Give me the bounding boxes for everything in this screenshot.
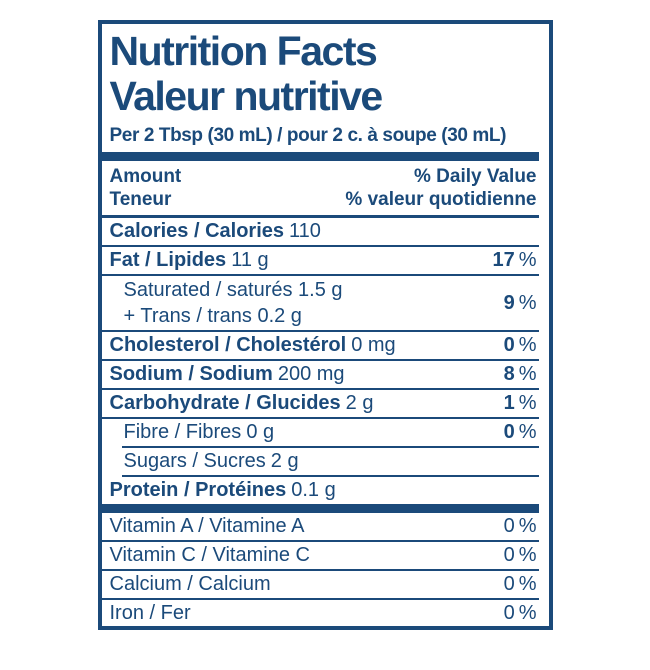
divider-indented [121,475,539,477]
sodium-name: Sodium / Sodium [109,363,273,385]
row-saturated-trans: Saturated / saturés 1.5 g + Trans / tran… [102,276,549,330]
thick-separator-bottom [101,504,539,513]
percent-sign: % [518,392,537,414]
fibre-name: Fibre / Fibres [123,421,242,443]
divider [101,330,539,332]
row-fat: Fat / Lipides 11 g 17% [102,247,549,274]
cholesterol-percent: 0% [503,334,537,356]
saturated-trans-percent: 9% [503,291,537,314]
row-calories: Calories / Calories 110 [102,218,549,245]
vitamin-c-name: Vitamin C / Vitamine C [109,544,310,566]
vitamin-c-percent: 0% [503,544,537,566]
sodium-amount: 200 mg [277,363,345,385]
nutrition-facts-label: Nutrition Facts Valeur nutritive Per 2 T… [97,20,553,630]
iron-name: Iron / Fer [109,602,191,624]
row-carbohydrate: Carbohydrate / Glucides 2 g 1% [102,390,549,417]
percent-sign: % [518,544,537,566]
divider [101,417,539,419]
title-block: Nutrition Facts Valeur nutritive [102,24,549,119]
row-fibre: Fibre / Fibres 0 g 0% [102,419,549,446]
amount-header-en: Amount [109,166,182,187]
saturated-line: Saturated / saturés 1.5 g [123,279,343,301]
fibre-amount: 0 g [246,421,275,443]
row-cholesterol: Cholesterol / Cholestérol 0 mg 0% [102,332,549,359]
row-calcium: Calcium / Calcium 0% [102,571,549,598]
iron-percent: 0% [503,602,537,624]
fat-name: Fat / Lipides [109,249,227,271]
divider [101,388,539,390]
cholesterol-name: Cholesterol / Cholestérol [109,334,347,356]
divider [101,359,539,361]
daily-value-header-fr: % valeur quotidienne [345,189,537,210]
row-sugars: Sugars / Sucres 2 g [102,448,549,475]
daily-value-header: % Daily Value % valeur quotidienne [345,165,536,211]
trans-line: + Trans / trans 0.2 g [123,305,302,327]
title-french: Valeur nutritive [109,73,384,119]
carbohydrate-name: Carbohydrate / Glucides [109,392,341,414]
row-protein: Protein / Protéines 0.1 g [102,477,549,504]
sugars-amount: 2 g [270,450,299,472]
divider [101,540,539,542]
percent-sign: % [518,249,537,271]
amount-header-fr: Teneur [109,189,172,210]
protein-name: Protein / Protéines [109,479,287,501]
divider [101,245,539,247]
sodium-percent: 8% [503,363,537,385]
percent-sign: % [518,421,537,443]
protein-amount: 0.1 g [291,479,336,501]
percent-sign: % [518,363,537,385]
row-vitamin-c: Vitamin C / Vitamine C 0% [102,542,549,569]
row-iron: Iron / Fer 0% [102,600,549,626]
divider-header [101,215,539,218]
calcium-percent: 0% [503,573,537,595]
vitamin-a-percent: 0% [503,515,537,537]
divider-indented [121,446,539,448]
fat-percent: 17% [492,249,537,271]
percent-sign: % [518,515,537,537]
vitamin-a-name: Vitamin A / Vitamine A [109,515,305,537]
carbohydrate-amount: 2 g [345,392,374,414]
row-vitamin-a: Vitamin A / Vitamine A 0% [102,513,549,540]
percent-sign: % [518,602,537,624]
calories-amount: 110 [289,220,321,242]
divider [101,569,539,571]
carbohydrate-percent: 1% [503,392,537,414]
calcium-name: Calcium / Calcium [109,573,271,595]
percent-sign: % [518,291,537,314]
divider [101,274,539,276]
cholesterol-amount: 0 mg [351,334,396,356]
column-header: Amount Teneur % Daily Value % valeur quo… [102,161,549,215]
fat-amount: 11 g [231,249,269,271]
row-sodium: Sodium / Sodium 200 mg 8% [102,361,549,388]
sugars-name: Sugars / Sucres [123,450,266,472]
fibre-percent: 0% [503,421,537,443]
daily-value-header-en: % Daily Value [413,166,537,187]
thick-separator-top [101,152,539,161]
percent-sign: % [518,334,537,356]
serving-size-line: Per 2 Tbsp (30 mL) / pour 2 c. à soupe (… [109,125,507,146]
percent-sign: % [518,573,537,595]
divider [101,598,539,600]
title-english: Nutrition Facts [109,28,378,74]
amount-header: Amount Teneur [110,165,182,211]
calories-name: Calories / Calories [109,220,285,242]
